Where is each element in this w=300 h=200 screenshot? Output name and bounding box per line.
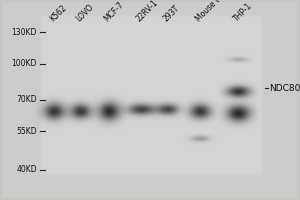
Text: 22RV-1: 22RV-1	[135, 0, 160, 24]
Text: THP-1: THP-1	[232, 1, 254, 24]
Text: Mouse testis: Mouse testis	[194, 0, 234, 24]
Text: 100KD: 100KD	[11, 59, 37, 68]
Text: 130KD: 130KD	[11, 28, 37, 37]
Text: 70KD: 70KD	[16, 96, 37, 104]
Text: 40KD: 40KD	[16, 165, 37, 174]
Text: NDC80: NDC80	[269, 84, 300, 93]
Text: LOVO: LOVO	[74, 3, 96, 24]
Text: MCF-7: MCF-7	[103, 0, 126, 24]
Text: 293T: 293T	[161, 4, 181, 24]
Text: K562: K562	[48, 3, 68, 24]
Text: 55KD: 55KD	[16, 127, 37, 136]
